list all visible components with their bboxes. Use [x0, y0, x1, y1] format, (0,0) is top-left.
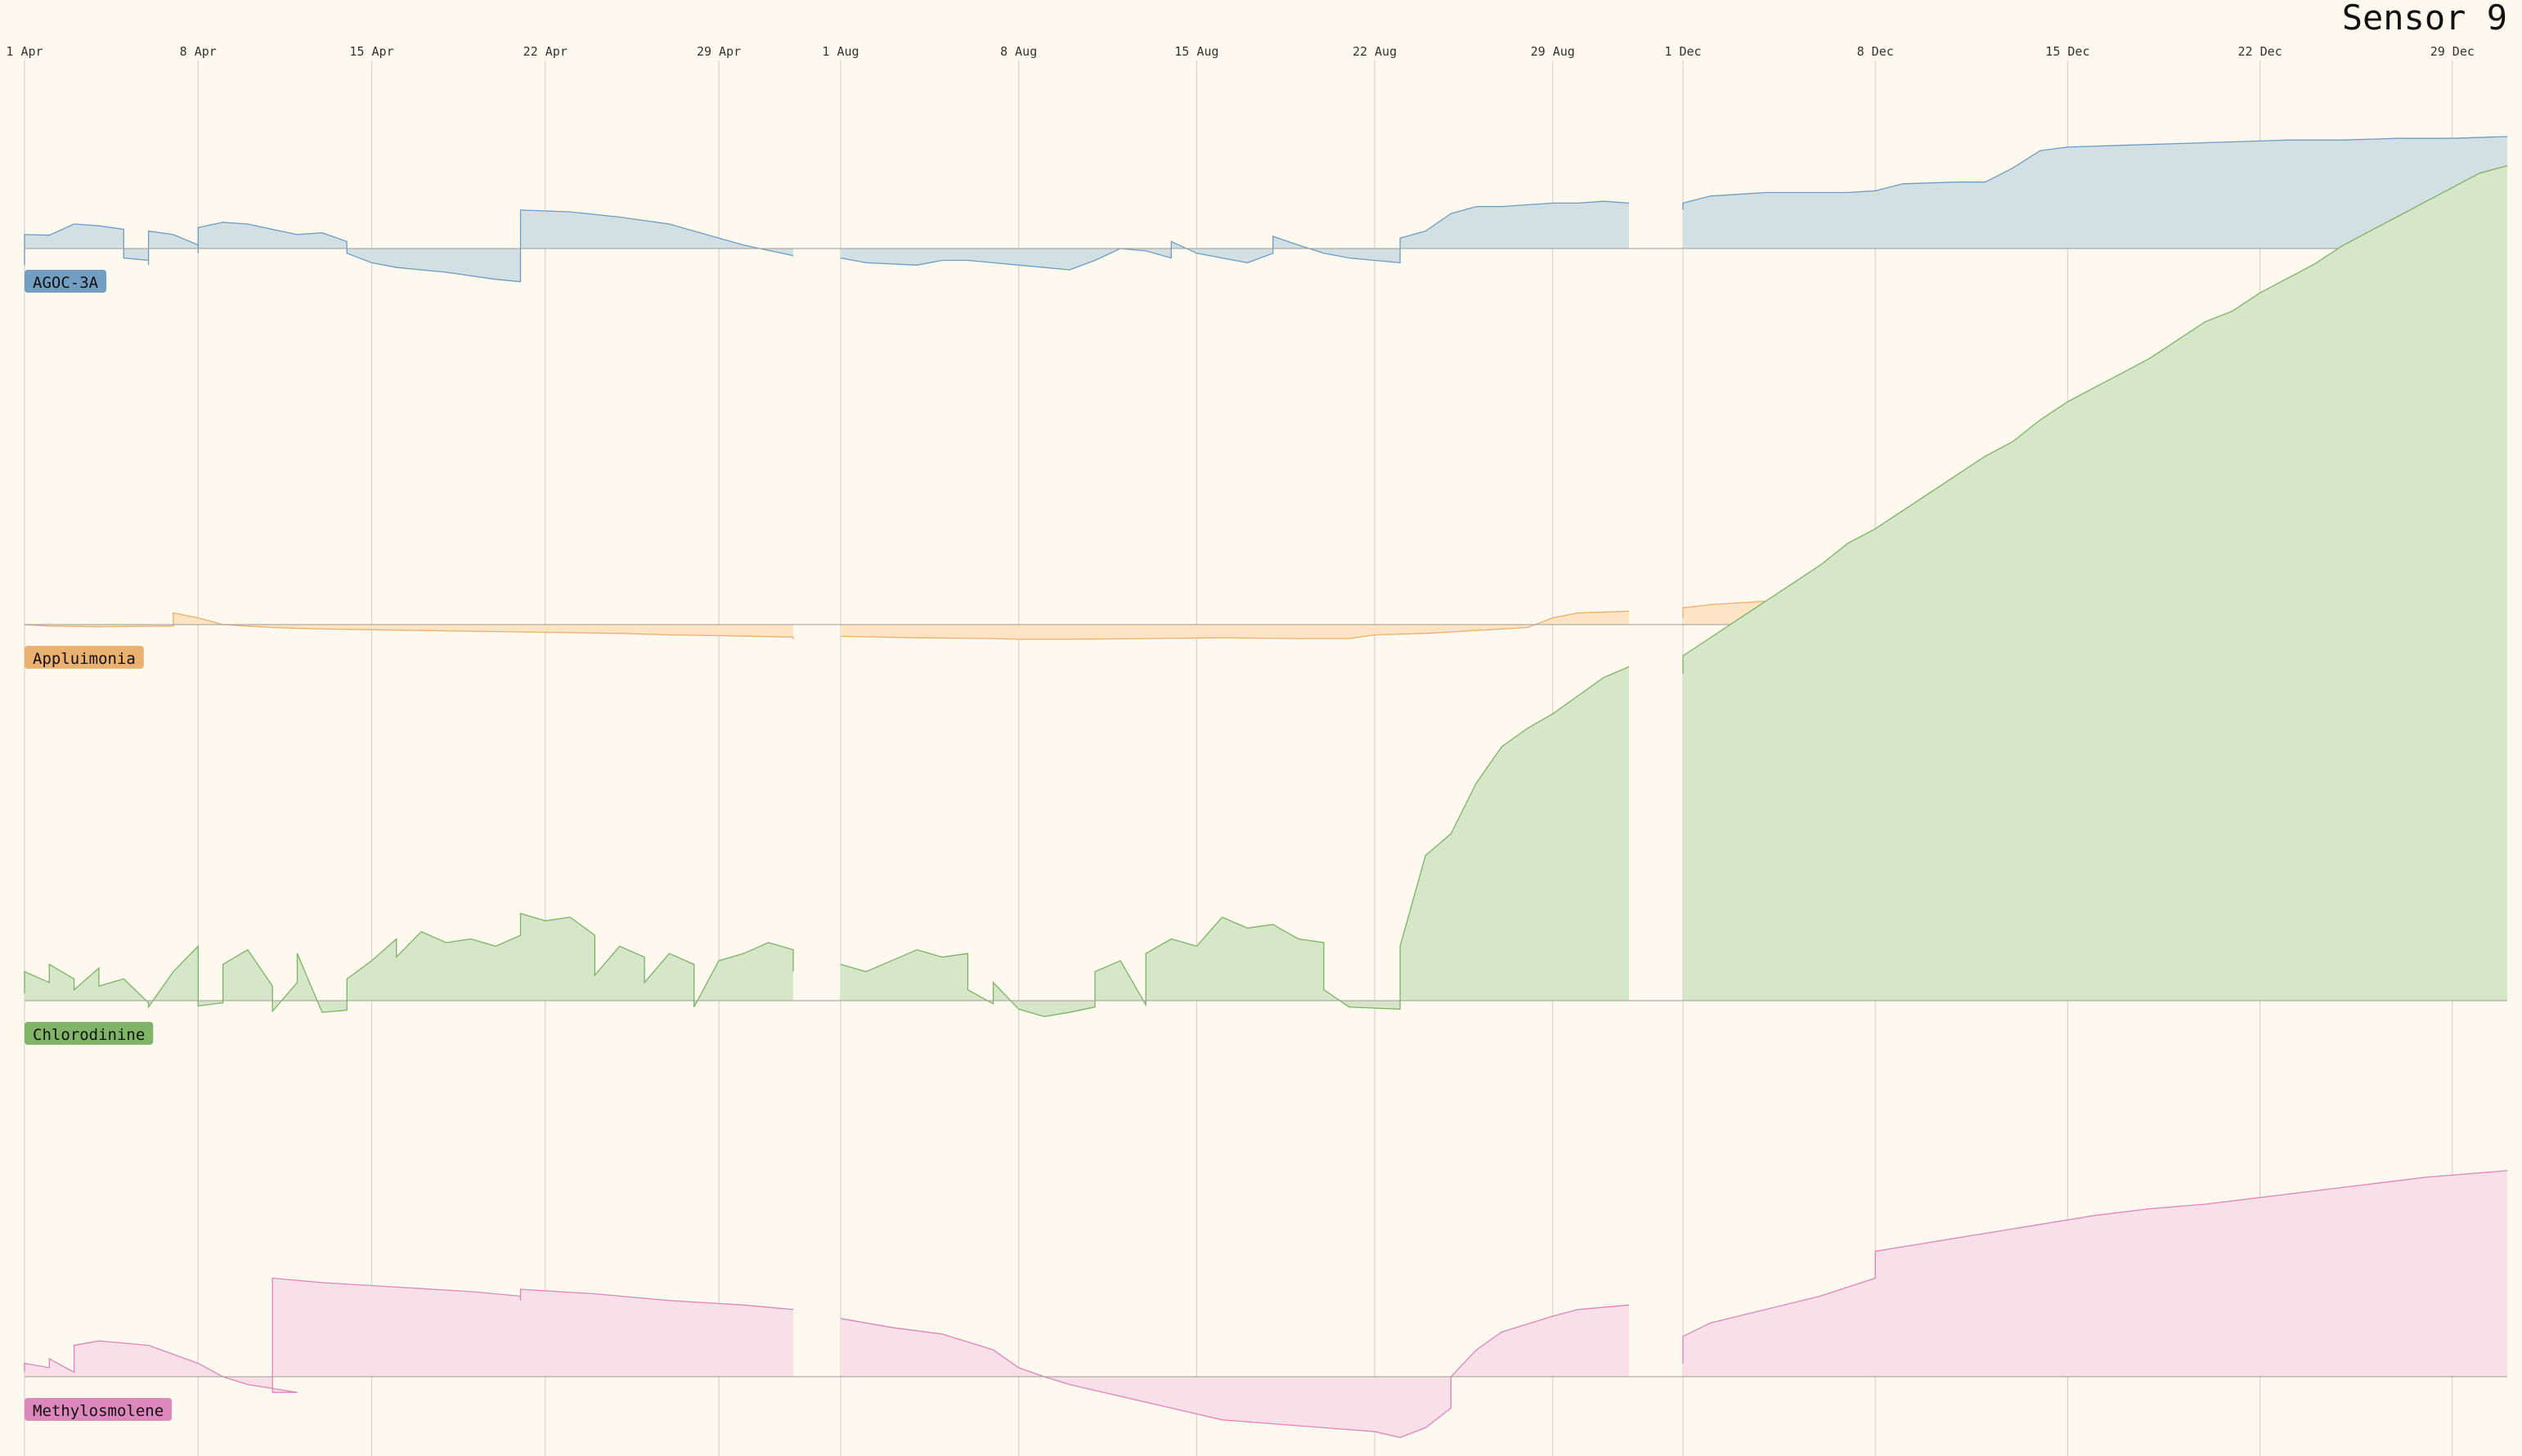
area-fill	[1683, 165, 2507, 1001]
series-line	[840, 1304, 1630, 1439]
area-fill	[841, 666, 1629, 1017]
series-badge	[25, 270, 107, 293]
series-badge-label: Methylosmolene	[33, 1402, 164, 1420]
area-fill	[1683, 1170, 2507, 1377]
chart-title: Sensor 9	[2342, 0, 2507, 38]
area-fill	[25, 209, 793, 282]
series-line	[24, 612, 794, 639]
series-line	[840, 665, 1630, 1018]
x-tick-label: 22 Apr	[523, 44, 568, 59]
series-line	[840, 611, 1630, 640]
series-chlorodinine	[24, 165, 2508, 1018]
x-tick-label: 29 Dec	[2430, 44, 2475, 59]
x-tick-label: 29 Apr	[697, 44, 741, 59]
x-tick-label: 15 Aug	[1174, 44, 1218, 59]
series-methylosmolene	[24, 1170, 2508, 1439]
series-badge-label: Appluimonia	[33, 650, 136, 668]
x-tick-label: 1 Aug	[822, 44, 859, 59]
area-fill	[841, 1305, 1629, 1438]
series-layer	[24, 136, 2508, 1439]
series-line	[1682, 136, 2508, 210]
series-badge-label: Chlorodinine	[33, 1026, 145, 1044]
x-tick-label: 8 Aug	[1000, 44, 1037, 59]
x-tick-label: 22 Dec	[2238, 44, 2282, 59]
area-fill	[841, 611, 1629, 639]
series-line	[24, 209, 794, 283]
series-line	[1682, 165, 2508, 674]
x-tick-label: 1 Dec	[1664, 44, 1701, 59]
series-line	[1682, 1170, 2508, 1364]
x-tick-label: 15 Apr	[349, 44, 393, 59]
series-line	[24, 1277, 794, 1393]
x-tick-label: 1 Apr	[6, 44, 43, 59]
x-tick-label: 29 Aug	[1531, 44, 1575, 59]
series-badge	[25, 1398, 173, 1421]
series-badge-label: AGOC-3A	[33, 274, 99, 292]
series-agoc-3a	[24, 136, 2508, 283]
area-fill	[25, 913, 793, 1013]
x-tick-label: 15 Dec	[2045, 44, 2089, 59]
area-fill	[25, 1278, 793, 1393]
area-fill	[1683, 137, 2507, 249]
series-badge	[25, 1022, 154, 1045]
series-line	[24, 912, 794, 1013]
series-badge	[25, 646, 144, 669]
area-fill	[841, 201, 1629, 271]
legend-badges: AGOC-3A Appluimonia Chlorodinine Methylosmo…	[25, 270, 173, 1421]
x-tick-label: 22 Aug	[1353, 44, 1397, 59]
x-tick-label: 8 Dec	[1857, 44, 1894, 59]
x-tick-label: 8 Apr	[180, 44, 217, 59]
series-line	[840, 200, 1630, 271]
